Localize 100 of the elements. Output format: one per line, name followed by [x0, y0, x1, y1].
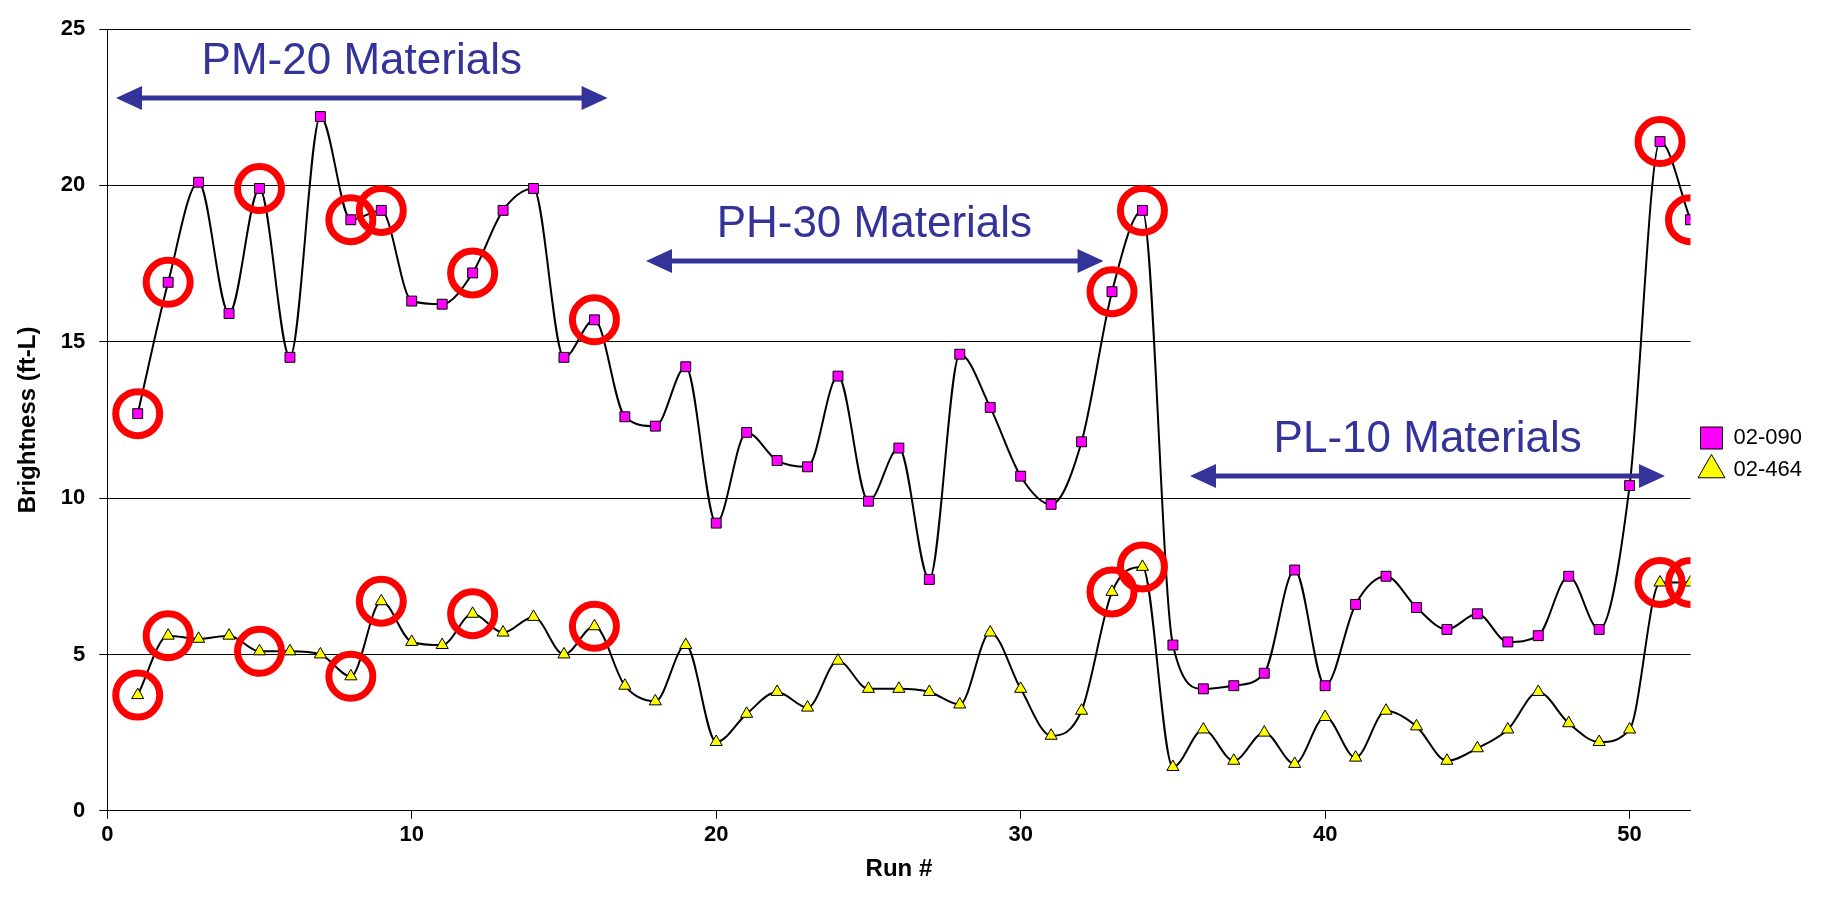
- point: [234, 625, 285, 677]
- point: [618, 678, 632, 690]
- point: [1045, 498, 1057, 510]
- point: [375, 204, 387, 216]
- point: [740, 706, 754, 718]
- x-tick-label: 50: [1617, 821, 1642, 847]
- y-tick-label: 15: [60, 327, 86, 353]
- point: [649, 420, 661, 432]
- point: [1409, 718, 1424, 731]
- point: [1044, 728, 1058, 740]
- legend-label: 02-090: [1733, 424, 1803, 450]
- point: [557, 646, 571, 659]
- point: [1319, 680, 1331, 692]
- point: [112, 388, 164, 440]
- point: [892, 681, 906, 693]
- point: [1634, 116, 1686, 168]
- point: [1349, 750, 1363, 762]
- point: [436, 298, 448, 310]
- point: [953, 696, 967, 709]
- point: [193, 176, 205, 188]
- point: [1197, 683, 1209, 695]
- point: [435, 637, 449, 650]
- x-axis-title: Run #: [865, 854, 933, 882]
- x-tick-label: 20: [703, 821, 729, 847]
- point: [802, 461, 813, 473]
- point: [709, 734, 723, 746]
- point: [1167, 639, 1179, 651]
- point: [112, 669, 164, 721]
- point: [568, 600, 620, 652]
- point: [192, 631, 206, 643]
- point: [862, 495, 874, 507]
- point: [1257, 725, 1271, 737]
- point: [142, 610, 194, 662]
- y-tick-label: 20: [60, 171, 86, 197]
- point: [1015, 470, 1027, 482]
- point: [234, 162, 285, 214]
- point: [588, 314, 600, 326]
- point: [345, 214, 357, 226]
- point: [1014, 681, 1028, 693]
- point: [1076, 436, 1088, 448]
- point: [800, 700, 815, 712]
- point: [1288, 756, 1302, 768]
- point: [1501, 721, 1515, 734]
- point: [325, 194, 377, 246]
- x-tick-label: 30: [1008, 821, 1033, 847]
- point: [893, 442, 905, 454]
- point: [1289, 564, 1301, 576]
- point: [314, 111, 326, 123]
- legend-label: 02-464: [1733, 456, 1803, 482]
- point: [771, 455, 783, 466]
- point: [1228, 680, 1240, 692]
- point: [832, 370, 844, 382]
- point: [1086, 266, 1138, 318]
- point: [619, 411, 631, 423]
- point: [497, 204, 509, 216]
- y-tick-label: 5: [73, 640, 86, 666]
- point: [1258, 667, 1270, 679]
- point: [1411, 602, 1422, 613]
- point: [1502, 636, 1514, 648]
- y-tick-label: 0: [73, 796, 86, 822]
- point: [222, 628, 236, 640]
- point: [558, 351, 570, 363]
- point: [648, 693, 662, 706]
- point: [1471, 608, 1483, 620]
- point: [1196, 721, 1210, 734]
- point: [132, 408, 144, 420]
- point: [1532, 630, 1544, 642]
- point: [355, 184, 407, 236]
- point: [1116, 541, 1168, 593]
- point: [1379, 703, 1393, 715]
- point: [1623, 721, 1637, 734]
- point: [680, 361, 692, 373]
- point: [831, 653, 845, 665]
- x-tick-label: 40: [1312, 821, 1338, 847]
- point: [679, 637, 693, 650]
- point: [1106, 286, 1118, 298]
- point: [162, 276, 174, 288]
- point: [1380, 570, 1392, 582]
- point: [142, 256, 194, 308]
- x-tick-label: 10: [399, 821, 424, 847]
- point: [526, 609, 541, 621]
- point: [568, 294, 620, 346]
- annotation: PH-30 Materials: [715, 197, 1034, 248]
- point: [1470, 740, 1484, 753]
- point: [1227, 753, 1241, 765]
- point: [1440, 753, 1454, 765]
- annotation: PM-20 Materials: [201, 33, 522, 83]
- point: [954, 348, 966, 360]
- point: [1531, 684, 1545, 696]
- point: [313, 646, 327, 659]
- point: [983, 625, 997, 637]
- point: [405, 634, 419, 646]
- point: [1350, 598, 1362, 610]
- point: [1086, 566, 1138, 618]
- point: [770, 684, 784, 696]
- point: [1075, 703, 1089, 715]
- point: [1593, 623, 1605, 635]
- y-tick-label: 25: [60, 15, 86, 41]
- point: [1562, 715, 1576, 728]
- y-tick-label: 10: [60, 484, 86, 510]
